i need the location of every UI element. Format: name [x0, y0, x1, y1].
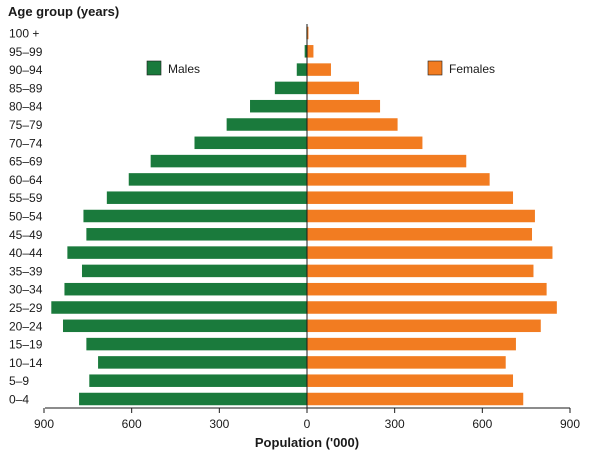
- bar-males: [150, 154, 307, 168]
- bar-males: [79, 392, 307, 406]
- age-label: 25–29: [9, 301, 43, 315]
- age-label: 55–59: [9, 191, 43, 205]
- bar-females: [307, 356, 506, 369]
- bar-males: [81, 264, 307, 278]
- age-label: 95–99: [9, 45, 43, 59]
- age-label: 90–94: [9, 63, 43, 77]
- bar-females: [307, 246, 553, 259]
- bar-females: [307, 209, 535, 223]
- legend-swatch-females: [427, 60, 443, 76]
- age-label: 40–44: [9, 246, 43, 260]
- bar-females: [307, 99, 381, 113]
- age-label: 80–84: [9, 100, 43, 114]
- x-axis-label: Population ('000): [255, 435, 359, 450]
- x-tick-label: 300: [385, 417, 405, 431]
- age-label: 60–64: [9, 173, 43, 187]
- bar-females: [307, 136, 423, 150]
- bar-females: [307, 154, 467, 168]
- age-label: 75–79: [9, 118, 43, 132]
- age-label: 65–69: [9, 155, 43, 169]
- bar-females: [307, 26, 309, 40]
- bar-females: [307, 63, 331, 76]
- bar-males: [62, 319, 307, 333]
- age-label: 0–4: [9, 393, 29, 407]
- bar-females: [307, 319, 541, 333]
- bar-females: [307, 45, 314, 58]
- chart-title: Age group (years): [8, 4, 119, 19]
- x-tick-label: 300: [209, 417, 229, 431]
- bars: [51, 26, 557, 406]
- bar-males: [106, 191, 307, 204]
- age-label: 35–39: [9, 264, 43, 278]
- legend-label-males: Males: [168, 62, 200, 76]
- bar-females: [307, 264, 534, 278]
- bar-males: [304, 45, 307, 58]
- bar-males: [98, 356, 307, 369]
- bar-females: [307, 282, 547, 296]
- bar-males: [89, 374, 308, 387]
- age-label: 20–24: [9, 319, 43, 333]
- bar-males: [194, 136, 307, 150]
- age-label: 15–19: [9, 338, 43, 352]
- age-label: 5–9: [9, 374, 29, 388]
- legend-label-females: Females: [449, 62, 495, 76]
- bar-males: [67, 246, 307, 259]
- legend-swatch-males: [146, 60, 162, 76]
- bar-males: [226, 118, 307, 131]
- bar-males: [83, 209, 307, 223]
- bar-males: [250, 99, 307, 113]
- x-tick-label: 600: [122, 417, 142, 431]
- legend-females: Females: [427, 60, 495, 76]
- bar-males: [296, 63, 307, 76]
- x-tick-label: 600: [472, 417, 492, 431]
- age-labels: 0–4 5–9 10–14 15–19 20–24 25–29 30–34 35–39 40–4…: [9, 27, 43, 407]
- bar-females: [307, 173, 490, 186]
- bar-males: [64, 282, 307, 296]
- bar-females: [307, 337, 516, 351]
- bar-females: [307, 191, 514, 204]
- bar-females: [307, 81, 360, 95]
- legend-males: Males: [146, 60, 200, 76]
- age-label: 100 +: [9, 27, 39, 41]
- age-label: 70–74: [9, 136, 43, 150]
- x-tick-label: 0: [304, 417, 311, 431]
- bar-males: [86, 228, 307, 241]
- age-label: 45–49: [9, 228, 43, 242]
- age-label: 30–34: [9, 283, 43, 297]
- bar-females: [307, 374, 514, 387]
- age-label: 50–54: [9, 210, 43, 224]
- bar-males: [86, 337, 307, 351]
- x-ticks: 900 600 300 0 300 600 900: [34, 408, 580, 431]
- x-tick-label: 900: [34, 417, 54, 431]
- bar-females: [307, 118, 398, 131]
- x-tick-label: 900: [560, 417, 580, 431]
- bar-males: [274, 81, 307, 95]
- bar-males: [51, 301, 307, 314]
- age-label: 10–14: [9, 356, 43, 370]
- bar-females: [307, 228, 533, 241]
- age-label: 85–89: [9, 81, 43, 95]
- bar-females: [307, 301, 557, 314]
- bar-females: [307, 392, 524, 406]
- bar-males: [128, 173, 307, 186]
